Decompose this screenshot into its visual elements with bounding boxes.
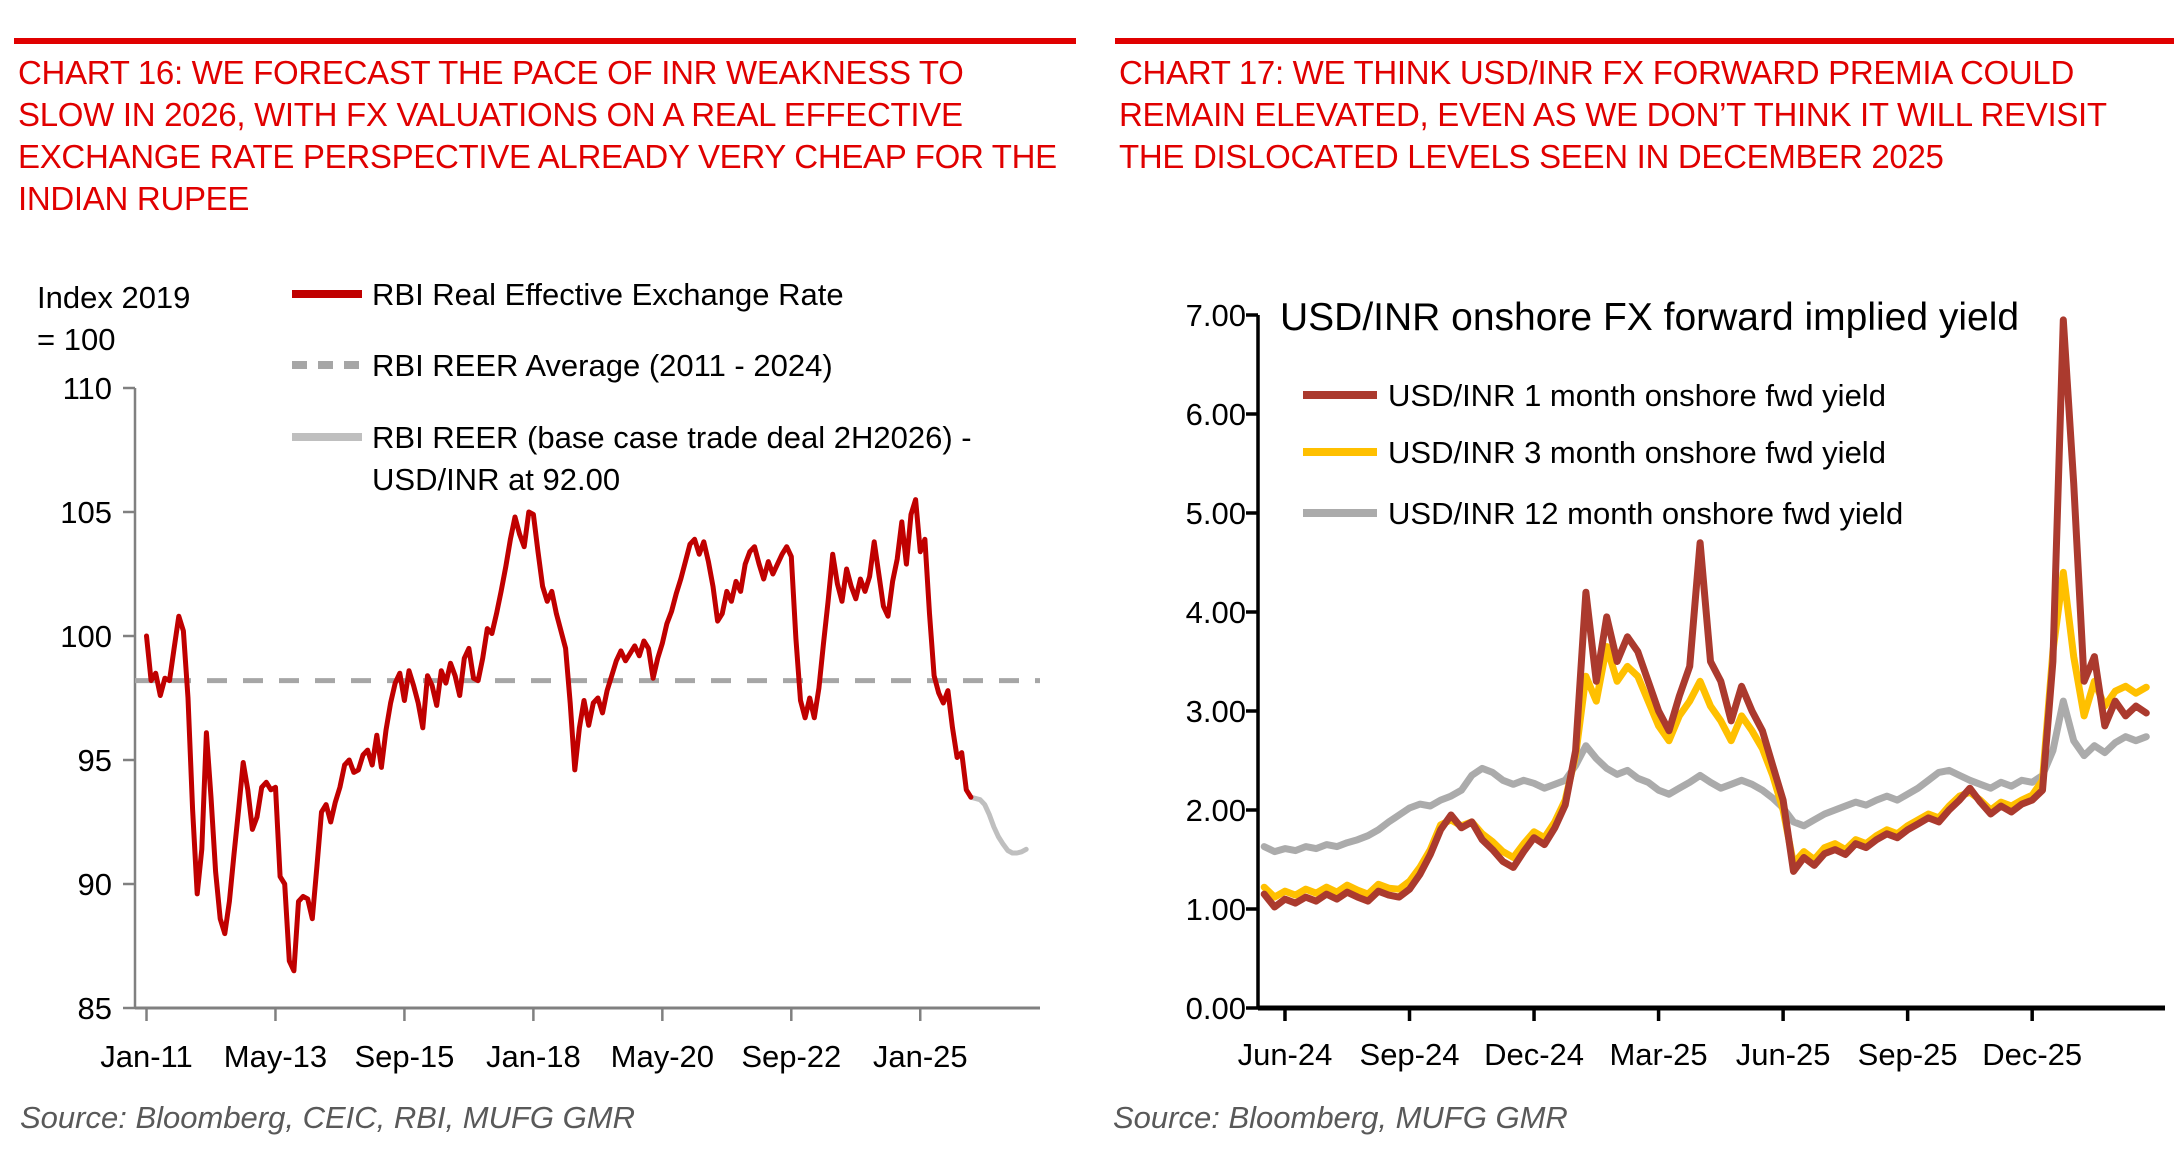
series-2 xyxy=(1260,697,2150,856)
x-tick-label: Jun-25 xyxy=(1736,1037,1831,1072)
y-tick-label: 85 xyxy=(78,991,112,1026)
x-tick-label: May-13 xyxy=(224,1039,327,1074)
series-0 xyxy=(144,497,974,974)
x-tick-label: Jan-11 xyxy=(100,1039,193,1074)
y-tick-label: 0.00 xyxy=(1186,991,1246,1026)
y-tick-label: 6.00 xyxy=(1186,397,1246,432)
legend-label-2: USD/INR 12 month onshore fwd yield xyxy=(1388,496,1903,531)
x-tick-label: Sep-25 xyxy=(1858,1037,1958,1072)
x-tick-label: Sep-22 xyxy=(741,1039,841,1074)
chart16-heading: CHART 16: WE FORECAST THE PACE OF INR WE… xyxy=(18,54,1057,217)
y-tick-label: 90 xyxy=(78,867,112,902)
y-axis-title: Index 2019 xyxy=(37,280,190,315)
x-tick-label: Jan-25 xyxy=(873,1039,968,1074)
chart16-top-rule xyxy=(14,38,1076,44)
fwd-yield-chart: 0.00 1.00 2.00 3.00 4.00 5.00 6.00 7.00 Jun-24 Se… xyxy=(1186,296,2165,1072)
legend-label-2: RBI REER (base case trade deal 2H2026) - xyxy=(372,420,972,455)
x-tick-label: Dec-24 xyxy=(1484,1037,1584,1072)
legend-label-0: RBI Real Effective Exchange Rate xyxy=(372,277,844,312)
chart17-heading: CHART 17: WE THINK USD/INR FX FORWARD PR… xyxy=(1119,54,2107,175)
x-tick-label: Sep-24 xyxy=(1360,1037,1460,1072)
y-tick-label: 1.00 xyxy=(1186,892,1246,927)
y-tick-label: 3.00 xyxy=(1186,694,1246,729)
series-0 xyxy=(1260,316,2150,911)
chart17-top-rule xyxy=(1115,38,2174,44)
chart17-source: Source: Bloomberg, MUFG GMR xyxy=(1113,1100,1568,1135)
legend-label-2: USD/INR at 92.00 xyxy=(372,462,620,497)
chart16-source: Source: Bloomberg, CEIC, RBI, MUFG GMR xyxy=(20,1100,635,1135)
y-tick-label: 7.00 xyxy=(1186,298,1246,333)
y-axis-title: = 100 xyxy=(37,322,115,357)
y-tick-label: 5.00 xyxy=(1186,496,1246,531)
x-tick-label: May-20 xyxy=(611,1039,714,1074)
y-tick-label: 4.00 xyxy=(1186,595,1246,630)
legend-label-1: RBI REER Average (2011 - 2024) xyxy=(372,348,833,383)
y-tick-label: 95 xyxy=(78,743,112,778)
legend-label-1: USD/INR 3 month onshore fwd yield xyxy=(1388,435,1886,470)
reer-chart: 85 90 95 100 105 110 Jan-11 May-13 Sep-15 Jan-18 M… xyxy=(37,277,1040,1074)
y-tick-label: 2.00 xyxy=(1186,793,1246,828)
x-tick-label: Jun-24 xyxy=(1238,1037,1333,1072)
y-tick-label: 110 xyxy=(63,371,112,406)
x-tick-label: Sep-15 xyxy=(354,1039,454,1074)
y-tick-label: 105 xyxy=(60,495,112,530)
x-tick-label: Mar-25 xyxy=(1609,1037,1707,1072)
series-2 xyxy=(968,794,1029,856)
x-tick-label: Dec-25 xyxy=(1982,1037,2082,1072)
y-tick-label: 100 xyxy=(60,619,112,654)
x-tick-label: Jan-18 xyxy=(486,1039,581,1074)
legend-label-0: USD/INR 1 month onshore fwd yield xyxy=(1388,378,1886,413)
chart-inner-title: USD/INR onshore FX forward implied yield xyxy=(1280,296,2019,339)
